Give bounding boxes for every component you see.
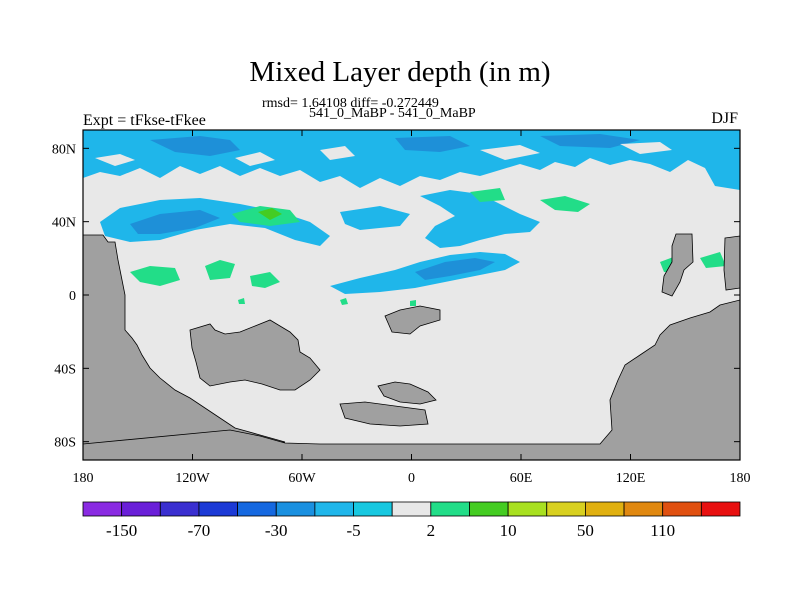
colorbar-swatch <box>82 501 123 517</box>
land-south-coast <box>83 299 740 460</box>
mid-lat-brightgreen-west <box>258 208 282 220</box>
colorbar-label: -5 <box>346 521 360 540</box>
colorbar-swatch <box>121 501 161 517</box>
colorbar-label: 2 <box>427 521 436 540</box>
colorbar: -150 -70 -30 -5 2 10 50 110 <box>82 501 741 540</box>
y-tick-label: 80N <box>52 142 76 157</box>
x-tick-label: 60E <box>510 471 533 486</box>
tropical-blue-core <box>415 258 495 280</box>
land-east-edge <box>723 235 740 291</box>
season-label: DJF <box>711 110 738 127</box>
x-tick-label: 120W <box>175 471 210 486</box>
land-masses <box>83 233 740 460</box>
colorbar-swatch <box>700 501 741 517</box>
land-west <box>83 234 286 460</box>
colorbar-label: -70 <box>188 521 211 540</box>
colorbar-swatch <box>353 501 393 517</box>
colorbar-swatch <box>159 501 200 517</box>
x-tick-label: 120E <box>616 471 646 486</box>
mid-lat-blue-west <box>130 210 220 234</box>
north-blue-patches <box>150 134 640 156</box>
land-island-bar <box>339 401 429 427</box>
colorbar-swatch <box>430 501 470 517</box>
x-tick-label: 0 <box>408 471 415 486</box>
y-tick-label: 0 <box>69 289 76 304</box>
mid-lat-green-east <box>470 188 590 212</box>
colorbar-swatch <box>198 501 238 517</box>
north-gray-holes <box>95 142 672 166</box>
colorbar-swatch <box>469 501 509 517</box>
colorbar-label: 110 <box>650 521 675 540</box>
colorbar-swatch <box>275 501 316 517</box>
colorbar-swatch <box>546 501 586 517</box>
land-east-peninsula <box>661 233 694 297</box>
land-southern-continent <box>189 319 321 391</box>
colorbar-label: -30 <box>265 521 288 540</box>
colorbar-swatch <box>237 501 277 517</box>
stats-line: rmsd= 1.64108 diff= -0.272449 <box>262 96 439 111</box>
colorbar-label: -150 <box>106 521 137 540</box>
y-tick-label: 40N <box>52 216 76 231</box>
colorbar-label: 50 <box>577 521 594 540</box>
map-field <box>83 130 740 460</box>
colorbar-label: 10 <box>500 521 517 540</box>
y-tick-label: 80S <box>54 436 76 451</box>
experiment-label: Expt = tFkse-tFkee <box>83 112 206 129</box>
colorbar-swatch <box>623 501 664 517</box>
land-island-south <box>377 381 437 405</box>
y-tick-label: 40S <box>54 362 76 377</box>
x-tick-label: 60W <box>288 471 316 486</box>
x-tick-label: 180 <box>730 471 751 486</box>
colorbar-swatch <box>507 501 548 517</box>
experiment-subtitle: 541_0_MaBP - 541_0_MaBP <box>309 106 476 121</box>
land-island-small <box>384 305 441 335</box>
x-tick-label: 180 <box>73 471 94 486</box>
mid-lat-cyan-east <box>420 190 540 248</box>
map-title: Mixed Layer depth (in m) <box>249 56 551 88</box>
map-axes: 180 120W 60W 0 60E 120E 180 80N 40N 0 40S 80S <box>52 130 751 486</box>
mid-lat-cyan-central <box>340 206 410 230</box>
colorbar-swatch <box>314 501 354 517</box>
colorbar-swatch <box>662 501 702 517</box>
colorbar-swatch <box>391 501 432 517</box>
colorbar-swatch <box>585 501 625 517</box>
tropical-green-west <box>130 260 280 288</box>
